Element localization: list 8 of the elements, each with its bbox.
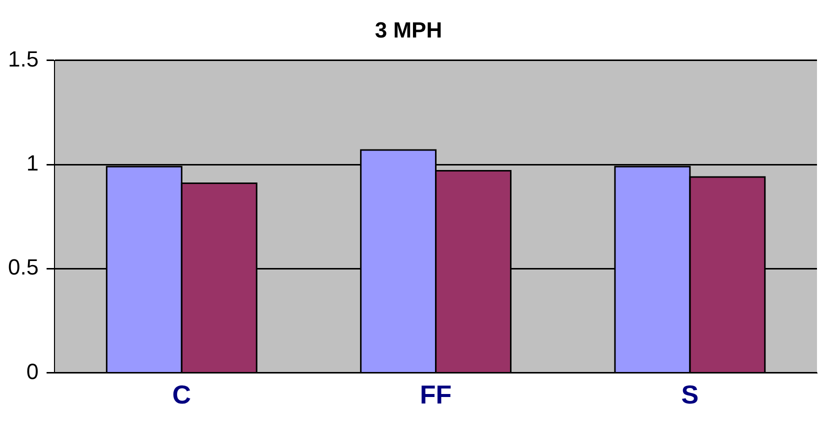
chart-title: 3 MPH	[374, 17, 442, 42]
x-tick-label: S	[681, 380, 699, 410]
x-tick-label: FF	[420, 380, 452, 410]
y-tick-label: 0	[26, 358, 39, 384]
y-tick-label: 1	[26, 150, 39, 176]
y-tick-label: 0.5	[8, 254, 39, 280]
x-tick-label: C	[172, 380, 192, 410]
y-tick-label: 1.5	[8, 46, 39, 72]
